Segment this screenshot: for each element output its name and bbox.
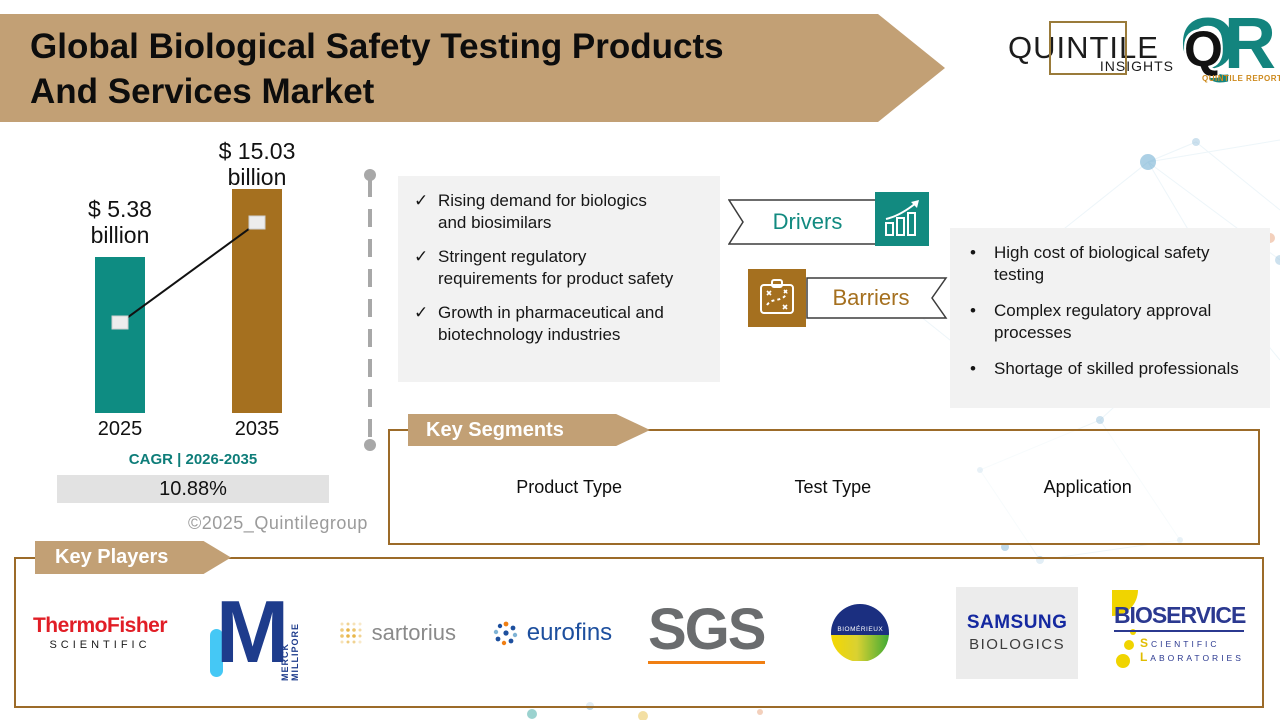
x-tick-2035: 2035 <box>234 418 280 440</box>
barriers-list-panel: • High cost of biological safety testing … <box>950 228 1270 408</box>
x-tick-2025: 2025 <box>97 418 143 440</box>
merck-i-bar <box>209 628 223 677</box>
market-size-bar-chart: $ 5.38 billion $ 15.03 billion 2025 2035 <box>40 130 370 545</box>
eurofins-dots-icon <box>493 621 517 645</box>
barriers-label: Barriers <box>832 285 910 310</box>
driver-item: ✓ Growth in pharmaceutical and biotechnol… <box>408 302 710 346</box>
bullet-icon: • <box>970 359 976 378</box>
page-title-line2: And Services Market <box>30 72 375 111</box>
logo-frame-decoration <box>1049 21 1127 75</box>
checkmark-icon: ✓ <box>414 247 429 266</box>
barrier-item: • Complex regulatory approval processes <box>964 300 1262 344</box>
logo-sgs: SGS <box>648 597 766 664</box>
bar-2025 <box>95 257 145 413</box>
barrier-item: • High cost of biological safety testing <box>964 242 1262 286</box>
sartorius-dots-icon <box>339 622 362 643</box>
logo-merck-millipore: M MERCK MILLIPORE <box>202 582 302 681</box>
drivers-flag-banner <box>728 199 878 245</box>
driver-item: ✓ Rising demand for biologics and biosimi… <box>408 190 710 234</box>
header-banner: Global Biological Safety Testing Product… <box>0 14 945 122</box>
strategy-clipboard-icon <box>748 269 806 327</box>
drivers-label: Drivers <box>772 209 843 234</box>
growth-chart-icon <box>875 192 929 246</box>
key-segments-banner: Key Segments <box>408 414 650 446</box>
key-segments-box: Product Type Test Type Application <box>388 429 1260 545</box>
logo-bioservice: BIOSERVICE SCIENTIFIC LABORATORIES <box>1111 589 1246 668</box>
barriers-flag-banner <box>806 277 948 319</box>
dashed-divider <box>364 169 376 451</box>
barrier-item: • Shortage of skilled professionals <box>964 358 1262 380</box>
logo-eurofins: eurofins <box>492 619 612 647</box>
quintile-insights-logo: QUINTILE INSIGHTS <box>1008 21 1173 90</box>
logo-sartorius: sartorius <box>338 620 456 646</box>
driver-item: ✓ Stringent regulatory requirements for p… <box>408 246 710 290</box>
cagr-value-badge: 10.88% <box>57 475 329 503</box>
checkmark-icon: ✓ <box>414 303 429 322</box>
qr-monogram-q-overlay: Q <box>1184 21 1223 77</box>
quintile-reports-caption: QUINTILE REPORTS <box>1202 74 1280 83</box>
quintile-wordmark: QUINTILE <box>1008 30 1159 65</box>
bullet-icon: • <box>970 301 976 320</box>
biomerieux-gradient-half <box>831 635 890 662</box>
page-title: Global Biological Safety Testing Product… <box>0 14 945 114</box>
quintile-reports-logo: QR Q QUINTILE REPORTS <box>1180 8 1280 98</box>
logo-samsung-biologics: SAMSUNG BIOLOGICS <box>956 586 1079 679</box>
logo-biomerieux: BIOMÉRIEUX <box>800 603 920 662</box>
segment-product-type: Product Type <box>516 476 622 497</box>
key-players-banner: Key Players <box>35 541 231 574</box>
key-players-box: ThermoFisher SCIENTIFIC M MERCK MILLIPOR… <box>14 557 1264 708</box>
segment-application: Application <box>1043 476 1132 497</box>
logo-thermofisher: ThermoFisher SCIENTIFIC <box>32 614 168 651</box>
checkmark-icon: ✓ <box>414 191 429 210</box>
drivers-list-panel: ✓ Rising demand for biologics and biosimi… <box>398 176 720 382</box>
copyright-watermark: ©2025_Quintilegroup <box>188 513 368 533</box>
insights-wordmark: INSIGHTS <box>1099 58 1174 74</box>
qr-monogram-r: R <box>1224 4 1276 84</box>
bullet-icon: • <box>970 243 976 262</box>
trendline-overlay <box>111 215 266 330</box>
page-title-line1: Global Biological Safety Testing Product… <box>30 27 724 66</box>
bar-value-label-2025: $ 5.38 billion <box>88 196 152 248</box>
cagr-period-label: CAGR | 2026-2035 <box>128 451 258 468</box>
segment-test-type: Test Type <box>794 476 872 497</box>
bar-value-label-2035: $ 15.03 billion <box>218 138 296 190</box>
